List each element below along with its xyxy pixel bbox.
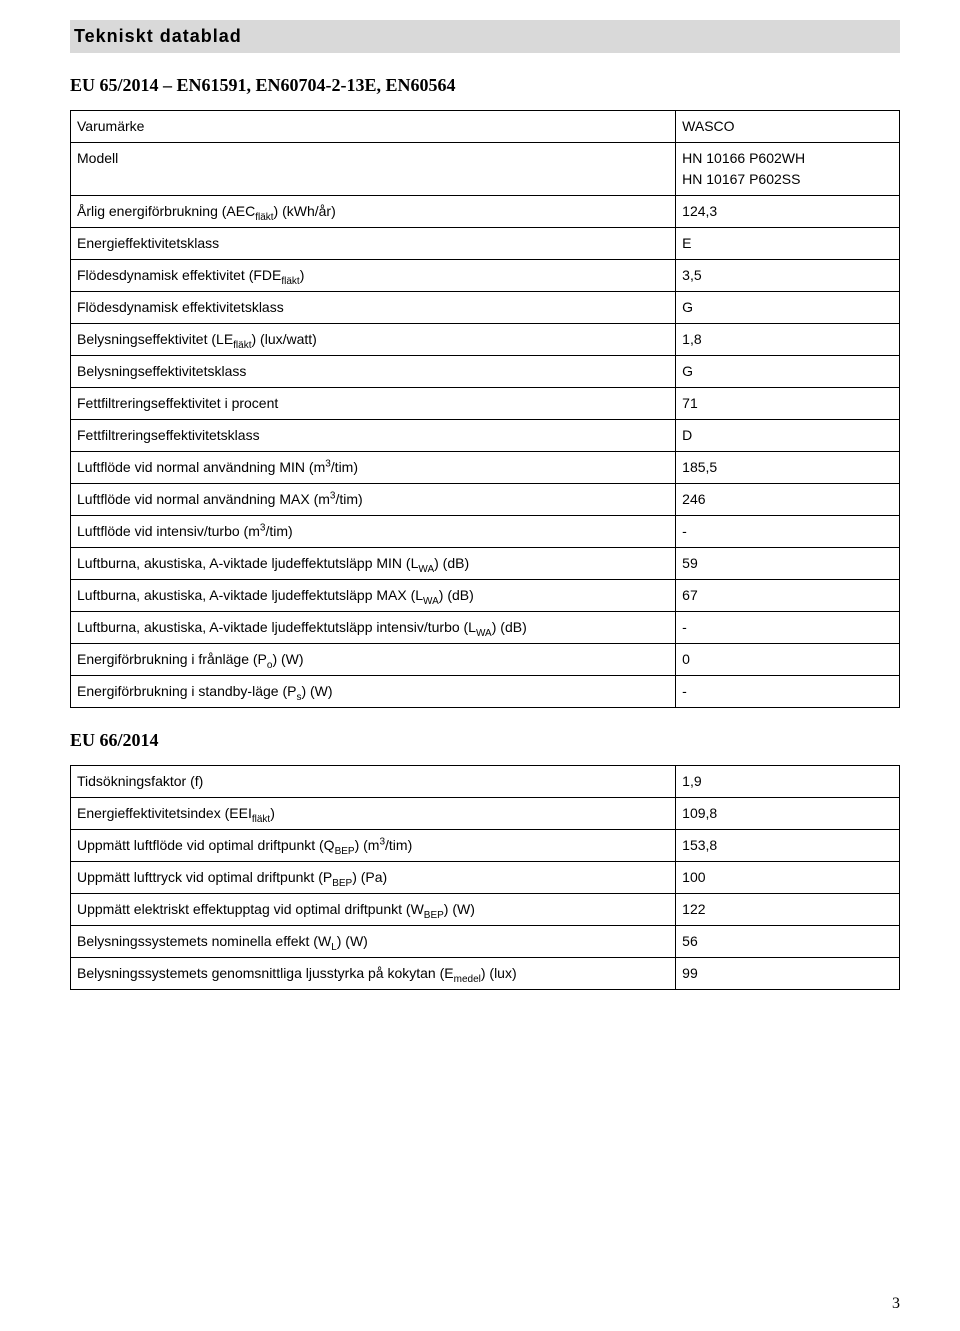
table-row: Belysningseffektivitet (LEfläkt) (lux/wa… bbox=[71, 324, 900, 356]
row-value: 122 bbox=[676, 894, 900, 926]
row-value: 0 bbox=[676, 644, 900, 676]
table-row: Belysningssystemets nominella effekt (WL… bbox=[71, 926, 900, 958]
row-value: HN 10166 P602WH HN 10167 P602SS bbox=[676, 143, 900, 196]
row-value: 99 bbox=[676, 958, 900, 990]
row-label: Fettfiltreringseffektivitet i procent bbox=[71, 388, 676, 420]
row-value: E bbox=[676, 228, 900, 260]
table-row: Uppmätt luftflöde vid optimal driftpunkt… bbox=[71, 830, 900, 862]
row-label: Modell bbox=[71, 143, 676, 196]
row-label: Flödesdynamisk effektivitet (FDEfläkt) bbox=[71, 260, 676, 292]
row-label: Luftflöde vid normal användning MIN (m3/… bbox=[71, 452, 676, 484]
table-row: Luftflöde vid normal användning MIN (m3/… bbox=[71, 452, 900, 484]
table-row: Luftburna, akustiska, A-viktade ljudeffe… bbox=[71, 612, 900, 644]
row-label: Energieffektivitetsindex (EEIfläkt) bbox=[71, 798, 676, 830]
table-row: Luftburna, akustiska, A-viktade ljudeffe… bbox=[71, 548, 900, 580]
table-row: Energieffektivitetsindex (EEIfläkt)109,8 bbox=[71, 798, 900, 830]
row-value: 124,3 bbox=[676, 196, 900, 228]
row-label: Uppmätt lufttryck vid optimal driftpunkt… bbox=[71, 862, 676, 894]
table-row: Uppmätt lufttryck vid optimal driftpunkt… bbox=[71, 862, 900, 894]
row-label: Årlig energiförbrukning (AECfläkt) (kWh/… bbox=[71, 196, 676, 228]
row-value: D bbox=[676, 420, 900, 452]
row-label: Belysningseffektivitetsklass bbox=[71, 356, 676, 388]
row-value: 71 bbox=[676, 388, 900, 420]
row-value: 109,8 bbox=[676, 798, 900, 830]
spec-table-eu66: Tidsökningsfaktor (f)1,9Energieffektivit… bbox=[70, 765, 900, 990]
row-value: - bbox=[676, 612, 900, 644]
row-label: Varumärke bbox=[71, 111, 676, 143]
table-row: BelysningseffektivitetsklassG bbox=[71, 356, 900, 388]
row-value: 246 bbox=[676, 484, 900, 516]
table-row: Årlig energiförbrukning (AECfläkt) (kWh/… bbox=[71, 196, 900, 228]
table-row: Tidsökningsfaktor (f)1,9 bbox=[71, 766, 900, 798]
table-row: Fettfiltreringseffektivitet i procent71 bbox=[71, 388, 900, 420]
document-title-block: Tekniskt datablad bbox=[70, 20, 900, 53]
row-value: G bbox=[676, 356, 900, 388]
spec-table-eu65-body: VarumärkeWASCOModellHN 10166 P602WH HN 1… bbox=[71, 111, 900, 708]
table-row: VarumärkeWASCO bbox=[71, 111, 900, 143]
row-label: Energiförbrukning i frånläge (Po) (W) bbox=[71, 644, 676, 676]
row-label: Luftburna, akustiska, A-viktade ljudeffe… bbox=[71, 580, 676, 612]
row-label: Luftflöde vid normal användning MAX (m3/… bbox=[71, 484, 676, 516]
table-row: Uppmätt elektriskt effektupptag vid opti… bbox=[71, 894, 900, 926]
row-label: Uppmätt luftflöde vid optimal driftpunkt… bbox=[71, 830, 676, 862]
row-value: - bbox=[676, 676, 900, 708]
section-heading-eu66: EU 66/2014 bbox=[70, 730, 900, 751]
row-value: G bbox=[676, 292, 900, 324]
row-value: 56 bbox=[676, 926, 900, 958]
table-row: Energiförbrukning i standby-läge (Ps) (W… bbox=[71, 676, 900, 708]
row-label: Flödesdynamisk effektivitetsklass bbox=[71, 292, 676, 324]
table-row: Luftburna, akustiska, A-viktade ljudeffe… bbox=[71, 580, 900, 612]
row-value: 1,9 bbox=[676, 766, 900, 798]
row-value: 1,8 bbox=[676, 324, 900, 356]
row-value: 3,5 bbox=[676, 260, 900, 292]
table-row: ModellHN 10166 P602WH HN 10167 P602SS bbox=[71, 143, 900, 196]
table-row: Luftflöde vid normal användning MAX (m3/… bbox=[71, 484, 900, 516]
row-label: Belysningseffektivitet (LEfläkt) (lux/wa… bbox=[71, 324, 676, 356]
row-value: 67 bbox=[676, 580, 900, 612]
row-value: 153,8 bbox=[676, 830, 900, 862]
table-row: Flödesdynamisk effektivitet (FDEfläkt)3,… bbox=[71, 260, 900, 292]
table-row: Energiförbrukning i frånläge (Po) (W)0 bbox=[71, 644, 900, 676]
table-row: EnergieffektivitetsklassE bbox=[71, 228, 900, 260]
row-label: Tidsökningsfaktor (f) bbox=[71, 766, 676, 798]
row-label: Energiförbrukning i standby-läge (Ps) (W… bbox=[71, 676, 676, 708]
table-row: Luftflöde vid intensiv/turbo (m3/tim)- bbox=[71, 516, 900, 548]
row-value: 185,5 bbox=[676, 452, 900, 484]
table-row: Belysningssystemets genomsnittliga ljuss… bbox=[71, 958, 900, 990]
row-label: Uppmätt elektriskt effektupptag vid opti… bbox=[71, 894, 676, 926]
table-row: FettfiltreringseffektivitetsklassD bbox=[71, 420, 900, 452]
page-number: 3 bbox=[892, 1295, 900, 1313]
row-label: Luftburna, akustiska, A-viktade ljudeffe… bbox=[71, 612, 676, 644]
row-label: Belysningssystemets genomsnittliga ljuss… bbox=[71, 958, 676, 990]
table-row: Flödesdynamisk effektivitetsklassG bbox=[71, 292, 900, 324]
row-label: Energieffektivitetsklass bbox=[71, 228, 676, 260]
row-value: - bbox=[676, 516, 900, 548]
row-label: Belysningssystemets nominella effekt (WL… bbox=[71, 926, 676, 958]
row-label: Fettfiltreringseffektivitetsklass bbox=[71, 420, 676, 452]
row-label: Luftburna, akustiska, A-viktade ljudeffe… bbox=[71, 548, 676, 580]
spec-table-eu66-body: Tidsökningsfaktor (f)1,9Energieffektivit… bbox=[71, 766, 900, 990]
document-title: Tekniskt datablad bbox=[74, 26, 892, 47]
section-heading-eu65: EU 65/2014 – EN61591, EN60704-2-13E, EN6… bbox=[70, 75, 900, 96]
row-value: 59 bbox=[676, 548, 900, 580]
row-label: Luftflöde vid intensiv/turbo (m3/tim) bbox=[71, 516, 676, 548]
spec-table-eu65: VarumärkeWASCOModellHN 10166 P602WH HN 1… bbox=[70, 110, 900, 708]
row-value: 100 bbox=[676, 862, 900, 894]
row-value: WASCO bbox=[676, 111, 900, 143]
